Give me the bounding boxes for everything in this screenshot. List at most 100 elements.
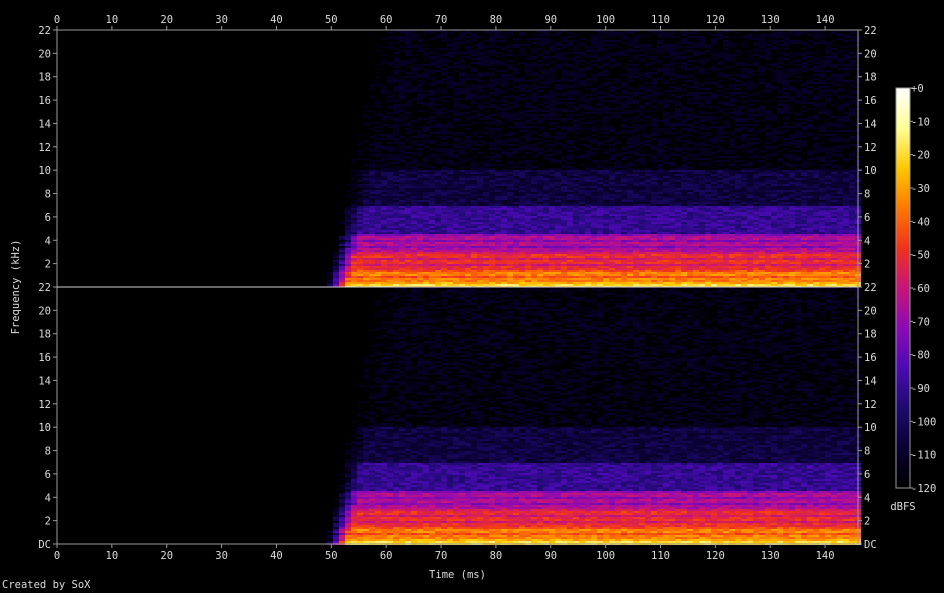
spectrogram-cell (813, 192, 819, 194)
spectrogram-cell (501, 176, 507, 178)
spectrogram-cell (579, 82, 585, 84)
spectrogram-cell (345, 196, 351, 198)
spectrogram-cell (687, 32, 693, 34)
spectrogram-cell (567, 116, 573, 118)
spectrogram-cell (759, 204, 765, 206)
spectrogram-cell (393, 88, 399, 90)
spectrogram-cell (759, 66, 765, 68)
spectrogram-cell (561, 132, 567, 134)
spectrogram-cell (795, 88, 801, 90)
spectrogram-cell (435, 112, 441, 114)
spectrogram-cell (489, 196, 495, 198)
spectrogram-cell (711, 182, 717, 184)
spectrogram-cell (711, 152, 717, 154)
spectrogram-cell (531, 74, 537, 76)
spectrogram-cell (681, 166, 687, 168)
spectrogram-cell (417, 144, 423, 146)
spectrogram-cell (837, 98, 843, 100)
spectrogram-cell (567, 64, 573, 66)
spectrogram-cell (645, 136, 651, 138)
spectrogram-cell (549, 72, 555, 74)
spectrogram-cell (705, 88, 711, 90)
spectrogram-cell (591, 64, 597, 66)
spectrogram-cell (735, 50, 741, 52)
spectrogram-cell (399, 118, 405, 120)
spectrogram-cell (525, 98, 531, 100)
spectrogram-cell (627, 174, 633, 176)
spectrogram-cell (435, 184, 441, 186)
spectrogram-cell (423, 182, 429, 184)
spectrogram-cell (603, 56, 609, 58)
spectrogram-cell (681, 106, 687, 108)
spectrogram-cell (423, 204, 429, 206)
spectrogram-cell (411, 64, 417, 66)
spectrogram-cell (489, 178, 495, 180)
spectrogram-cell (771, 178, 777, 180)
spectrogram-cell (717, 174, 723, 176)
spectrogram-cell (717, 196, 723, 198)
spectrogram-cell (441, 148, 447, 150)
spectrogram-cell (699, 136, 705, 138)
spectrogram-cell (393, 48, 399, 50)
spectrogram-cell (789, 80, 795, 82)
spectrogram-cell (615, 182, 621, 184)
spectrogram-cell (399, 86, 405, 88)
spectrogram-cell (669, 116, 675, 118)
spectrogram-cell (567, 150, 573, 152)
spectrogram-cell (423, 122, 429, 124)
spectrogram-cell (651, 204, 657, 206)
spectrogram-cell (771, 128, 777, 130)
spectrogram-cell (669, 148, 675, 150)
spectrogram-cell (777, 66, 783, 68)
spectrogram-cell (723, 36, 729, 38)
spectrogram-cell (429, 208, 435, 210)
spectrogram-cell (441, 176, 447, 178)
spectrogram-cell (735, 44, 741, 46)
spectrogram-cell (717, 108, 723, 110)
spectrogram-cell (813, 68, 819, 70)
spectrogram-cell (417, 172, 423, 174)
spectrogram-cell (369, 116, 375, 118)
spectrogram-cell (435, 200, 441, 202)
spectrogram-cell (465, 182, 471, 184)
spectrogram-cell (657, 92, 663, 94)
spectrogram-cell (807, 60, 813, 62)
spectrogram-cell (729, 88, 735, 90)
spectrogram-cell (633, 176, 639, 178)
spectrogram-cell (495, 100, 501, 102)
spectrogram-cell (795, 198, 801, 200)
spectrogram-cell (537, 188, 543, 190)
spectrogram-cell (717, 68, 723, 70)
spectrogram-cell (633, 160, 639, 162)
spectrogram-cell (633, 184, 639, 186)
spectrogram-cell (501, 80, 507, 82)
spectrogram-cell (813, 128, 819, 130)
spectrogram-cell (579, 126, 585, 128)
spectrogram-cell (783, 86, 789, 88)
spectrogram-cell (651, 124, 657, 126)
spectrogram-cell (789, 154, 795, 156)
spectrogram-cell (561, 178, 567, 180)
spectrogram-cell (471, 140, 477, 142)
spectrogram-cell (825, 198, 831, 200)
spectrogram-cell (441, 206, 447, 208)
spectrogram-cell (777, 202, 783, 204)
spectrogram-cell (507, 194, 513, 196)
spectrogram-cell (459, 186, 465, 188)
spectrogram-cell (843, 172, 849, 174)
spectrogram-cell (423, 64, 429, 66)
spectrogram-cell (573, 114, 579, 116)
spectrogram-cell (477, 204, 483, 206)
spectrogram-cell (453, 186, 459, 188)
spectrogram-cell (549, 186, 555, 188)
spectrogram-cell (651, 170, 657, 172)
spectrogram-cell (807, 198, 813, 200)
spectrogram-cell (405, 46, 411, 48)
spectrogram-cell (657, 108, 663, 110)
spectrogram-cell (489, 204, 495, 206)
spectrogram-cell (705, 190, 711, 192)
spectrogram-cell (471, 168, 477, 170)
spectrogram-cell (405, 140, 411, 142)
spectrogram-cell (555, 200, 561, 202)
spectrogram-cell (681, 206, 687, 208)
